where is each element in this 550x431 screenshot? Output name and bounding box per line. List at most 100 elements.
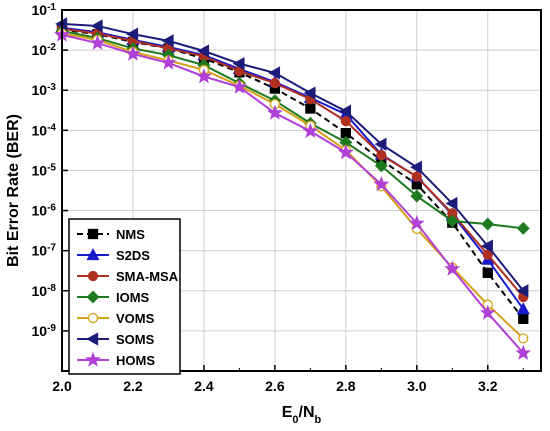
y-tick-exp: -7 xyxy=(47,242,56,253)
y-tick-label: 10-3 xyxy=(32,82,57,99)
series-line xyxy=(61,27,525,298)
legend-item: SMA-MSA xyxy=(77,269,179,284)
series-sma-msa xyxy=(56,23,529,303)
data-point xyxy=(337,144,354,160)
data-point xyxy=(303,86,316,100)
y-tick-exp: -6 xyxy=(47,202,56,213)
x-axis-title-main: E xyxy=(282,404,293,421)
data-point xyxy=(232,57,245,71)
data-point xyxy=(86,290,100,304)
data-point xyxy=(515,344,532,360)
x-tick-label: 2.8 xyxy=(336,378,356,394)
legend: NMS S2DS SMA-MSA IOMS VOMS SOMS HOMS xyxy=(68,218,181,375)
y-tick-base: 10 xyxy=(32,82,48,98)
legend-label: S2DS xyxy=(116,248,150,263)
x-axis-title-mid: /N xyxy=(299,404,315,421)
y-tick-base: 10 xyxy=(32,162,48,178)
data-point xyxy=(480,239,493,253)
data-point xyxy=(339,104,352,118)
legend-item: HOMS xyxy=(77,351,155,368)
x-tick-label: 2.2 xyxy=(123,378,143,394)
data-point xyxy=(445,214,459,228)
y-tick-exp: -5 xyxy=(47,162,56,173)
x-tick-label: 2.0 xyxy=(52,378,72,394)
series-line xyxy=(61,33,525,354)
data-point xyxy=(409,160,422,174)
y-tick-base: 10 xyxy=(32,283,48,299)
y-tick-label: 10-8 xyxy=(32,282,57,299)
legend-item: IOMS xyxy=(77,290,150,305)
x-axis-title-sub1: 0 xyxy=(292,414,298,426)
data-point xyxy=(87,312,99,324)
y-tick-exp: -3 xyxy=(47,82,56,93)
data-point xyxy=(516,284,529,298)
data-point xyxy=(482,249,493,260)
y-tick-label: 10-2 xyxy=(32,42,57,59)
data-point xyxy=(197,44,210,58)
legend-label: NMS xyxy=(116,227,145,242)
legend-item: VOMS xyxy=(77,311,155,326)
data-point xyxy=(376,150,387,161)
data-point xyxy=(161,34,174,48)
data-point xyxy=(479,304,496,320)
y-tick-exp: -4 xyxy=(47,122,56,133)
data-point xyxy=(444,260,461,276)
x-tick-label: 3.0 xyxy=(407,378,427,394)
x-axis-title-sub2: b xyxy=(315,414,322,426)
data-point xyxy=(374,137,387,151)
data-point xyxy=(266,104,283,120)
data-point xyxy=(269,78,281,89)
legend-label: SOMS xyxy=(116,332,155,347)
legend-label: IOMS xyxy=(116,290,150,305)
data-point xyxy=(518,313,529,324)
y-tick-label: 10-9 xyxy=(32,322,57,339)
data-point xyxy=(445,196,458,211)
series-layer xyxy=(54,17,532,360)
y-tick-exp: -2 xyxy=(47,42,56,53)
series-ioms xyxy=(55,24,530,235)
y-tick-exp: -8 xyxy=(47,282,56,293)
x-tick-label: 2.6 xyxy=(265,378,285,394)
data-point xyxy=(408,214,425,231)
data-point xyxy=(481,217,495,231)
y-tick-label: 10-4 xyxy=(32,122,57,139)
data-point xyxy=(89,34,106,50)
y-tick-exp: -9 xyxy=(47,322,56,333)
data-point xyxy=(516,221,530,235)
data-point xyxy=(268,66,281,80)
ticks-layer: 2.0 2.2 2.4 2.6 2.8 3.0 3.210-110-210-310-410-… xyxy=(32,2,524,394)
data-point xyxy=(231,78,248,94)
data-point xyxy=(90,19,103,33)
data-point xyxy=(87,228,99,240)
data-point xyxy=(411,171,422,182)
y-axis-title: Bit Error Rate (BER) xyxy=(5,114,22,267)
legend-item: S2DS xyxy=(77,248,150,263)
plot-frame xyxy=(61,9,542,372)
legend-item: NMS xyxy=(77,227,145,242)
x-tick-label: 2.4 xyxy=(194,378,214,394)
data-point xyxy=(86,248,100,261)
data-point xyxy=(302,122,319,138)
data-point xyxy=(160,54,177,70)
x-tick-label: 3.2 xyxy=(478,378,498,394)
x-axis-title: E0/Nb xyxy=(282,404,322,426)
y-tick-base: 10 xyxy=(32,323,48,339)
y-tick-label: 10-5 xyxy=(32,162,57,179)
data-point xyxy=(410,189,424,203)
y-tick-label: 10-7 xyxy=(32,242,57,259)
series-line xyxy=(61,28,525,320)
y-tick-label: 10-6 xyxy=(32,202,57,219)
data-point xyxy=(125,45,141,61)
data-point xyxy=(373,175,390,192)
legend-label: HOMS xyxy=(116,353,155,368)
data-point xyxy=(374,159,388,173)
data-point xyxy=(482,267,493,278)
data-point xyxy=(516,302,530,315)
y-tick-base: 10 xyxy=(32,243,48,259)
y-tick-label: 10-1 xyxy=(32,2,57,19)
legend-label: VOMS xyxy=(116,311,155,326)
data-point xyxy=(195,68,212,84)
data-point xyxy=(126,27,139,41)
